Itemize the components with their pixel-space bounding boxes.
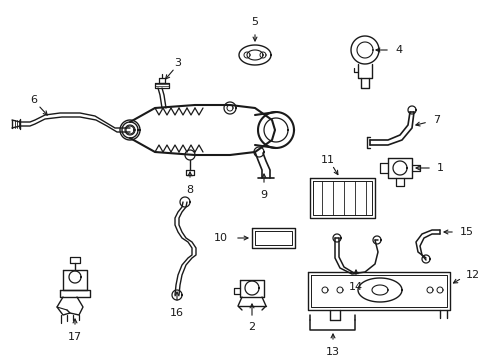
- Text: 8: 8: [186, 185, 193, 195]
- Text: 15: 15: [459, 227, 473, 237]
- Text: 3: 3: [174, 58, 181, 68]
- Text: 14: 14: [348, 282, 362, 292]
- Text: 1: 1: [436, 163, 443, 173]
- Text: 7: 7: [432, 115, 439, 125]
- Text: 5: 5: [251, 17, 258, 27]
- Text: 13: 13: [325, 347, 339, 357]
- Text: 4: 4: [394, 45, 401, 55]
- Text: 17: 17: [68, 332, 82, 342]
- Text: 11: 11: [320, 155, 334, 165]
- Text: 6: 6: [30, 95, 38, 105]
- Text: 2: 2: [248, 322, 255, 332]
- Text: 16: 16: [170, 308, 183, 318]
- Text: 9: 9: [260, 190, 267, 200]
- Text: 10: 10: [214, 233, 227, 243]
- Text: 12: 12: [465, 270, 479, 280]
